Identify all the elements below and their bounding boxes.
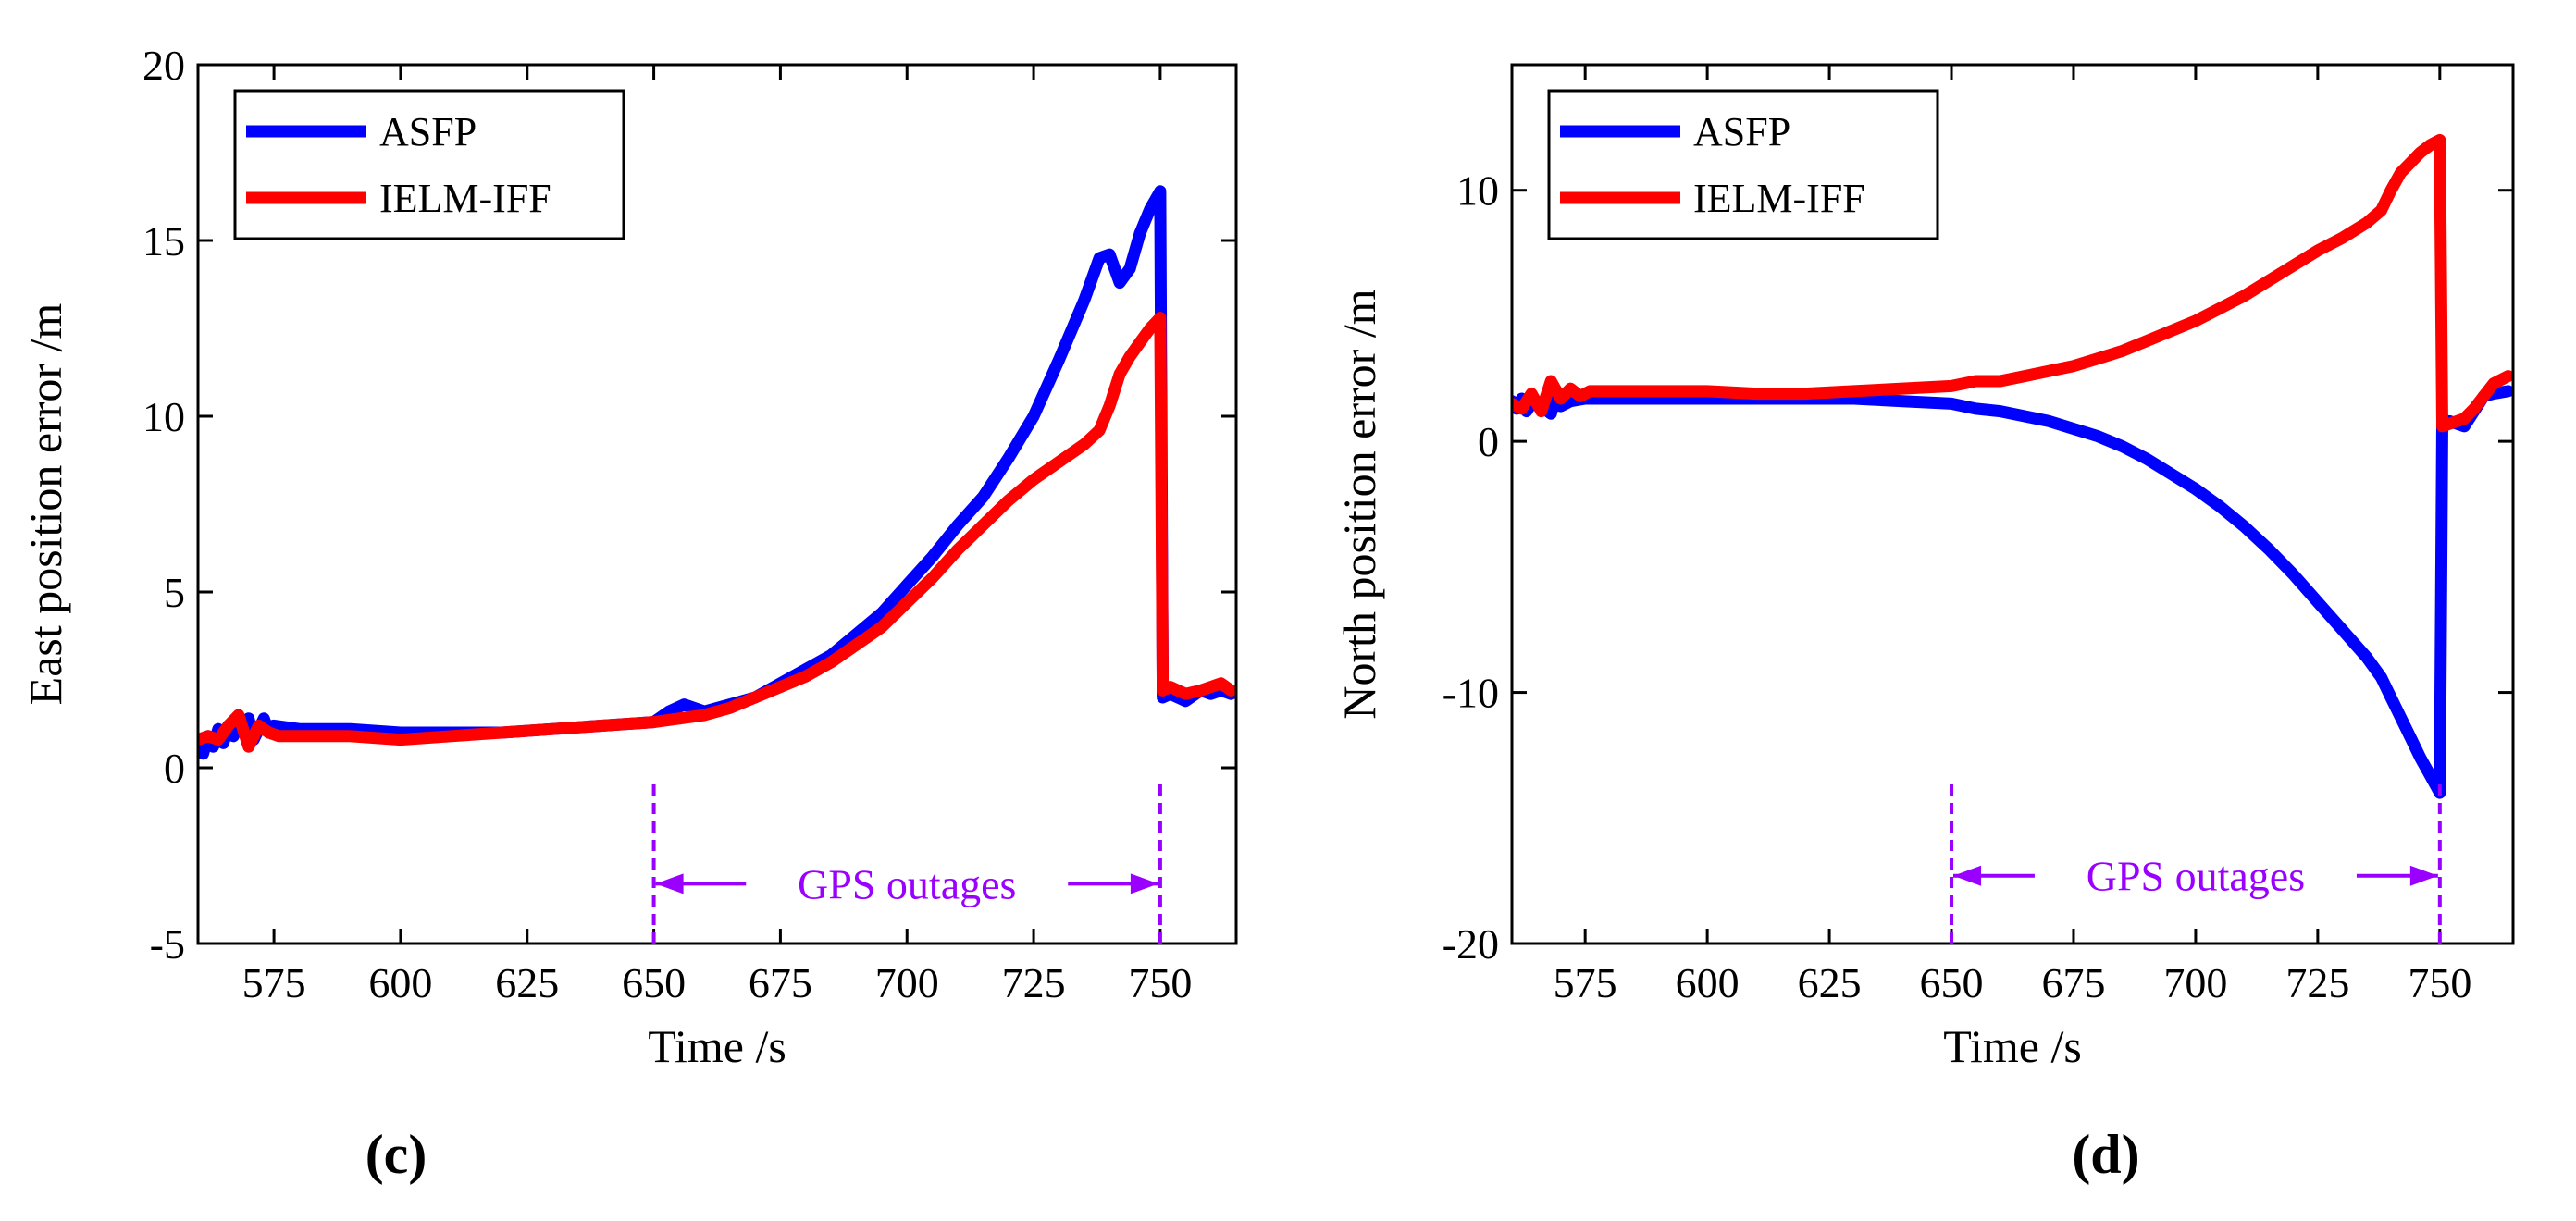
panel-label: (c) (365, 1124, 427, 1185)
y-tick-label: 0 (1478, 418, 1499, 465)
legend-label-asfp: ASFP (379, 109, 477, 154)
x-tick-label: 600 (1676, 959, 1740, 1006)
x-tick-label: 700 (2163, 959, 2227, 1006)
x-axis-label: Time /s (1943, 1020, 2082, 1072)
legend-label-asfp: ASFP (1693, 109, 1790, 154)
x-tick-label: 625 (495, 959, 559, 1006)
x-tick-label: 750 (2408, 959, 2471, 1006)
legend-box (1547, 89, 1939, 240)
x-tick-label: 750 (1128, 959, 1192, 1006)
x-tick-label: 650 (622, 959, 686, 1006)
y-axis-label: North position error /m (1333, 289, 1385, 719)
plot-frame (1510, 63, 2515, 945)
series-line-ielm-iff (198, 312, 1236, 753)
y-tick-label: 10 (142, 393, 185, 440)
y-tick-label: -20 (1443, 920, 1499, 968)
legend: ASFP IELM-IFF (1547, 89, 1939, 240)
series-lines (1512, 133, 2513, 799)
legend-label-ielm-iff: IELM-IFF (1693, 176, 1865, 221)
x-tick-label: 700 (875, 959, 939, 1006)
arrowhead-left-icon (1953, 865, 1982, 886)
x-tick-label: 675 (2041, 959, 2105, 1006)
arrowhead-left-icon (655, 873, 684, 894)
x-tick-label: 575 (242, 959, 306, 1006)
x-tick-label: 675 (749, 959, 812, 1006)
y-tick-label: 15 (142, 217, 185, 265)
panel-label: (d) (2072, 1124, 2139, 1185)
x-tick-label: 650 (1920, 959, 1984, 1006)
y-tick-label: 5 (164, 569, 185, 616)
gps-outage-annotation: GPS outages (651, 784, 1162, 944)
legend-box (233, 89, 625, 240)
gps-outage-annotation: GPS outages (1950, 784, 2442, 944)
y-tick-label: -5 (150, 920, 185, 968)
x-tick-label: 625 (1798, 959, 1862, 1006)
plot-frame (196, 63, 1238, 945)
arrowhead-right-icon (1130, 873, 1158, 894)
gps-outages-label: GPS outages (798, 860, 1016, 907)
series-line-ielm-iff (1512, 133, 2513, 433)
x-tick-label: 575 (1554, 959, 1617, 1006)
y-tick-label: 10 (1456, 167, 1499, 215)
series-line-asfp (1512, 385, 2513, 799)
x-axis-label: Time /s (648, 1020, 786, 1072)
y-tick-label: 20 (142, 42, 185, 89)
chart-panel-d: 575 600 625 650 675 700 725 750 -20 -10 0 10 Time /s… (1333, 63, 2515, 1185)
gps-outages-label: GPS outages (2087, 853, 2305, 900)
y-axis-label: East position error /m (19, 303, 71, 706)
x-tick-label: 725 (1002, 959, 1066, 1006)
legend-label-ielm-iff: IELM-IFF (379, 176, 551, 221)
y-tick-label: 0 (164, 745, 185, 792)
series-lines (198, 185, 1236, 760)
arrowhead-right-icon (2409, 865, 2438, 886)
x-tick-label: 600 (368, 959, 432, 1006)
y-tick-label: -10 (1443, 670, 1499, 717)
legend: ASFP IELM-IFF (233, 89, 625, 240)
chart-panel-c: 575 600 625 650 675 700 725 750 -5 0 5 10 15 20 Time /… (19, 42, 1238, 1185)
x-tick-label: 725 (2285, 959, 2349, 1006)
